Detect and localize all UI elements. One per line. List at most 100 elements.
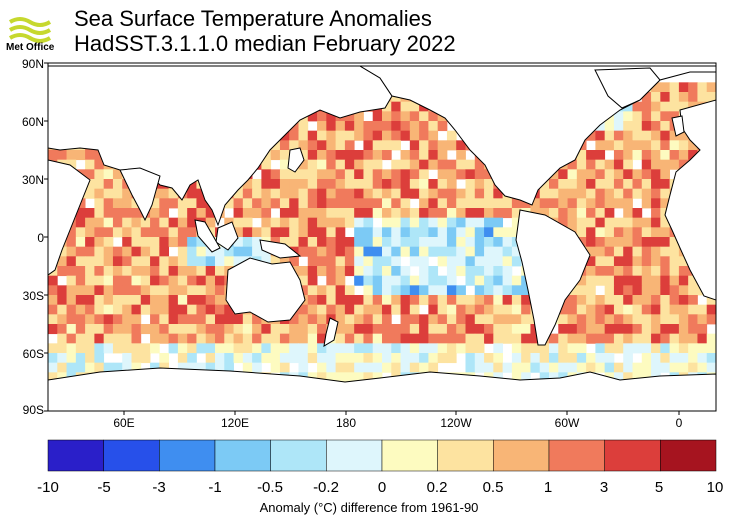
anomaly-cell [382, 188, 392, 199]
anomaly-cell [289, 130, 299, 141]
anomaly-cell [651, 304, 661, 315]
anomaly-cell [382, 198, 392, 209]
anomaly-cell [326, 237, 337, 248]
anomaly-cell [493, 237, 504, 248]
anomaly-cell [372, 333, 383, 344]
anomaly-cell [474, 353, 485, 364]
anomaly-cell [168, 314, 179, 325]
anomaly-cell [112, 198, 123, 209]
anomaly-cell [85, 188, 95, 199]
anomaly-cell [335, 217, 346, 228]
anomaly-cell [363, 333, 374, 344]
anomaly-cell [493, 314, 504, 325]
colorbar-swatch [660, 439, 717, 472]
anomaly-cell [484, 353, 494, 364]
colorbar-swatch [103, 439, 160, 472]
anomaly-cell [660, 314, 671, 325]
anomaly-cell [150, 275, 160, 286]
anomaly-cell [363, 343, 374, 354]
anomaly-cell [641, 285, 652, 296]
anomaly-cell [613, 256, 624, 267]
india [119, 167, 161, 222]
anomaly-cell [549, 179, 559, 190]
anomaly-cell [261, 324, 272, 335]
anomaly-cell [651, 246, 661, 257]
anomaly-cell [354, 372, 364, 383]
anomaly-cell [75, 237, 86, 248]
anomaly-cell [354, 333, 364, 344]
anomaly-cell [530, 353, 541, 364]
anomaly-cell [539, 343, 550, 354]
anomaly-cell [168, 256, 179, 267]
anomaly-cell [344, 121, 355, 132]
anomaly-cell [549, 188, 559, 199]
anomaly-cell [456, 217, 466, 228]
anomaly-cell [391, 217, 401, 228]
anomaly-cell [437, 324, 448, 335]
colorbar-tick-label: -0.2 [313, 479, 339, 496]
anomaly-cell [354, 150, 364, 161]
anomaly-cell [660, 343, 671, 354]
anomaly-cell [595, 227, 606, 238]
anomaly-cell [205, 343, 216, 354]
anomaly-cell [651, 101, 661, 112]
anomaly-cell [409, 304, 420, 315]
anomaly-cell [576, 362, 587, 373]
anomaly-cell [678, 256, 689, 267]
anomaly-cell [474, 179, 485, 190]
anomaly-cell [400, 246, 411, 257]
anomaly-cell [335, 246, 346, 257]
anomaly-cell [75, 285, 86, 296]
anomaly-cell [94, 266, 105, 277]
anomaly-cell [66, 343, 77, 354]
anomaly-cell [502, 295, 513, 306]
anomaly-cell [289, 140, 299, 151]
anomaly-cell [437, 304, 448, 315]
anomaly-cell [196, 295, 207, 306]
anomaly-cell [224, 362, 234, 373]
anomaly-cell [641, 101, 652, 112]
anomaly-cell [103, 208, 114, 219]
lon-label-120w: 120W [440, 416, 472, 430]
anomaly-cell [122, 208, 132, 219]
anomaly-cell [660, 217, 671, 228]
anomaly-cell [484, 227, 494, 238]
anomaly-cell [94, 198, 105, 209]
anomaly-cell [233, 188, 244, 199]
anomaly-cell [567, 314, 578, 325]
anomaly-cell [372, 275, 383, 286]
anomaly-cell [474, 324, 485, 335]
anomaly-cell [521, 314, 531, 325]
anomaly-cell [409, 353, 420, 364]
anomaly-cell [224, 256, 234, 267]
anomaly-cell [678, 275, 689, 286]
anomaly-cell [678, 266, 689, 277]
anomaly-cell [196, 275, 207, 286]
anomaly-cell [196, 304, 207, 315]
anomaly-cell [57, 353, 67, 364]
new-zealand [323, 317, 339, 347]
anomaly-cell [363, 246, 374, 257]
anomaly-cell [363, 285, 374, 296]
anomaly-cell [391, 333, 401, 344]
anomaly-cell [474, 188, 485, 199]
anomaly-cell [502, 304, 513, 315]
anomaly-cell [112, 188, 123, 199]
anomaly-cell [177, 208, 188, 219]
anomaly-cell [159, 256, 170, 267]
anomaly-cell [604, 208, 615, 219]
anomaly-cell [437, 314, 448, 325]
anomaly-cell [224, 353, 234, 364]
anomaly-cell [363, 256, 374, 267]
anomaly-cell [122, 217, 132, 228]
anomaly-cell [623, 256, 633, 267]
anomaly-cell [595, 324, 606, 335]
anomaly-cell [150, 208, 160, 219]
lat-label-60n: 60N [21, 115, 44, 129]
anomaly-cell [103, 256, 114, 267]
anomaly-cell [252, 198, 262, 209]
anomaly-cell [307, 333, 318, 344]
anomaly-cell [465, 314, 476, 325]
anomaly-cell [446, 140, 457, 151]
